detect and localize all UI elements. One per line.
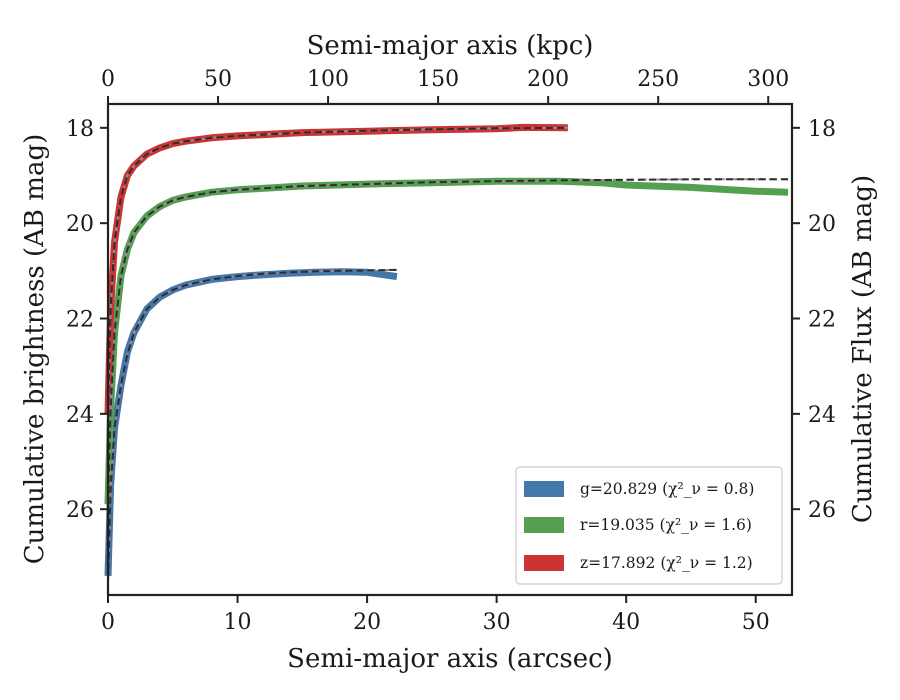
legend-swatch-g [524, 481, 564, 497]
right-y-tick-label: 24 [808, 403, 836, 428]
y-tick-label: 22 [66, 308, 94, 333]
legend-box [515, 466, 783, 585]
series-g-data-line [104, 268, 398, 577]
legend-swatch-z [524, 555, 564, 571]
legend: g=20.829 (χ²_ν = 0.8) r=19.035 (χ²_ν = 1… [515, 466, 783, 585]
right-y-tick-label: 20 [808, 212, 836, 237]
top-x-tick-label: 250 [637, 67, 679, 92]
legend-label-g: g=20.829 (χ²_ν = 0.8) [580, 480, 754, 498]
plot-area [104, 123, 789, 581]
x-tick-label: 20 [353, 610, 381, 635]
y-axis-title: Cumulative brightness (AB mag) [20, 134, 50, 565]
y-tick-label: 20 [66, 212, 94, 237]
top-x-tick-label: 200 [527, 67, 569, 92]
plot-frame [106, 102, 794, 597]
series-g-model-extension [107, 268, 397, 581]
x-tick-label: 50 [742, 610, 770, 635]
x-tick-label: 10 [224, 610, 252, 635]
series-r-data-line [104, 177, 789, 505]
x-axis-title: Semi-major axis (arcsec) [287, 644, 613, 674]
x-tick-label: 40 [612, 610, 640, 635]
legend-label-r: r=19.035 (χ²_ν = 1.6) [580, 516, 752, 534]
right-y-tick-label: 18 [808, 117, 836, 142]
x-tick-label: 0 [101, 610, 115, 635]
top-x-tick-label: 0 [101, 67, 115, 92]
top-x-tick-label: 100 [307, 67, 349, 92]
series-g-model-fit [107, 268, 397, 581]
series-r-model-extension [107, 178, 789, 505]
top-x-tick-label: 50 [204, 67, 232, 92]
top-x-tick-label: 300 [747, 67, 789, 92]
axis-ticks: 0 10 20 30 40 50 0 50 100 150 200 250 300 18 18 20 20 22 2… [66, 67, 836, 635]
right-axis-title: Cumulative Flux (AB mag) [848, 175, 878, 523]
legend-label-z: z=17.892 (χ²_ν = 1.2) [580, 554, 753, 572]
right-y-tick-label: 22 [808, 308, 836, 333]
y-tick-label: 18 [66, 117, 94, 142]
top-x-tick-label: 150 [417, 67, 459, 92]
top-axis-title: Semi-major axis (kpc) [307, 31, 594, 61]
y-tick-label: 24 [66, 403, 94, 428]
right-y-tick-label: 26 [808, 498, 836, 523]
series-z-model-fit [107, 126, 568, 414]
x-tick-label: 30 [483, 610, 511, 635]
legend-swatch-r [524, 517, 564, 533]
series-r-model-fit [107, 178, 789, 505]
y-tick-label: 26 [66, 498, 94, 523]
